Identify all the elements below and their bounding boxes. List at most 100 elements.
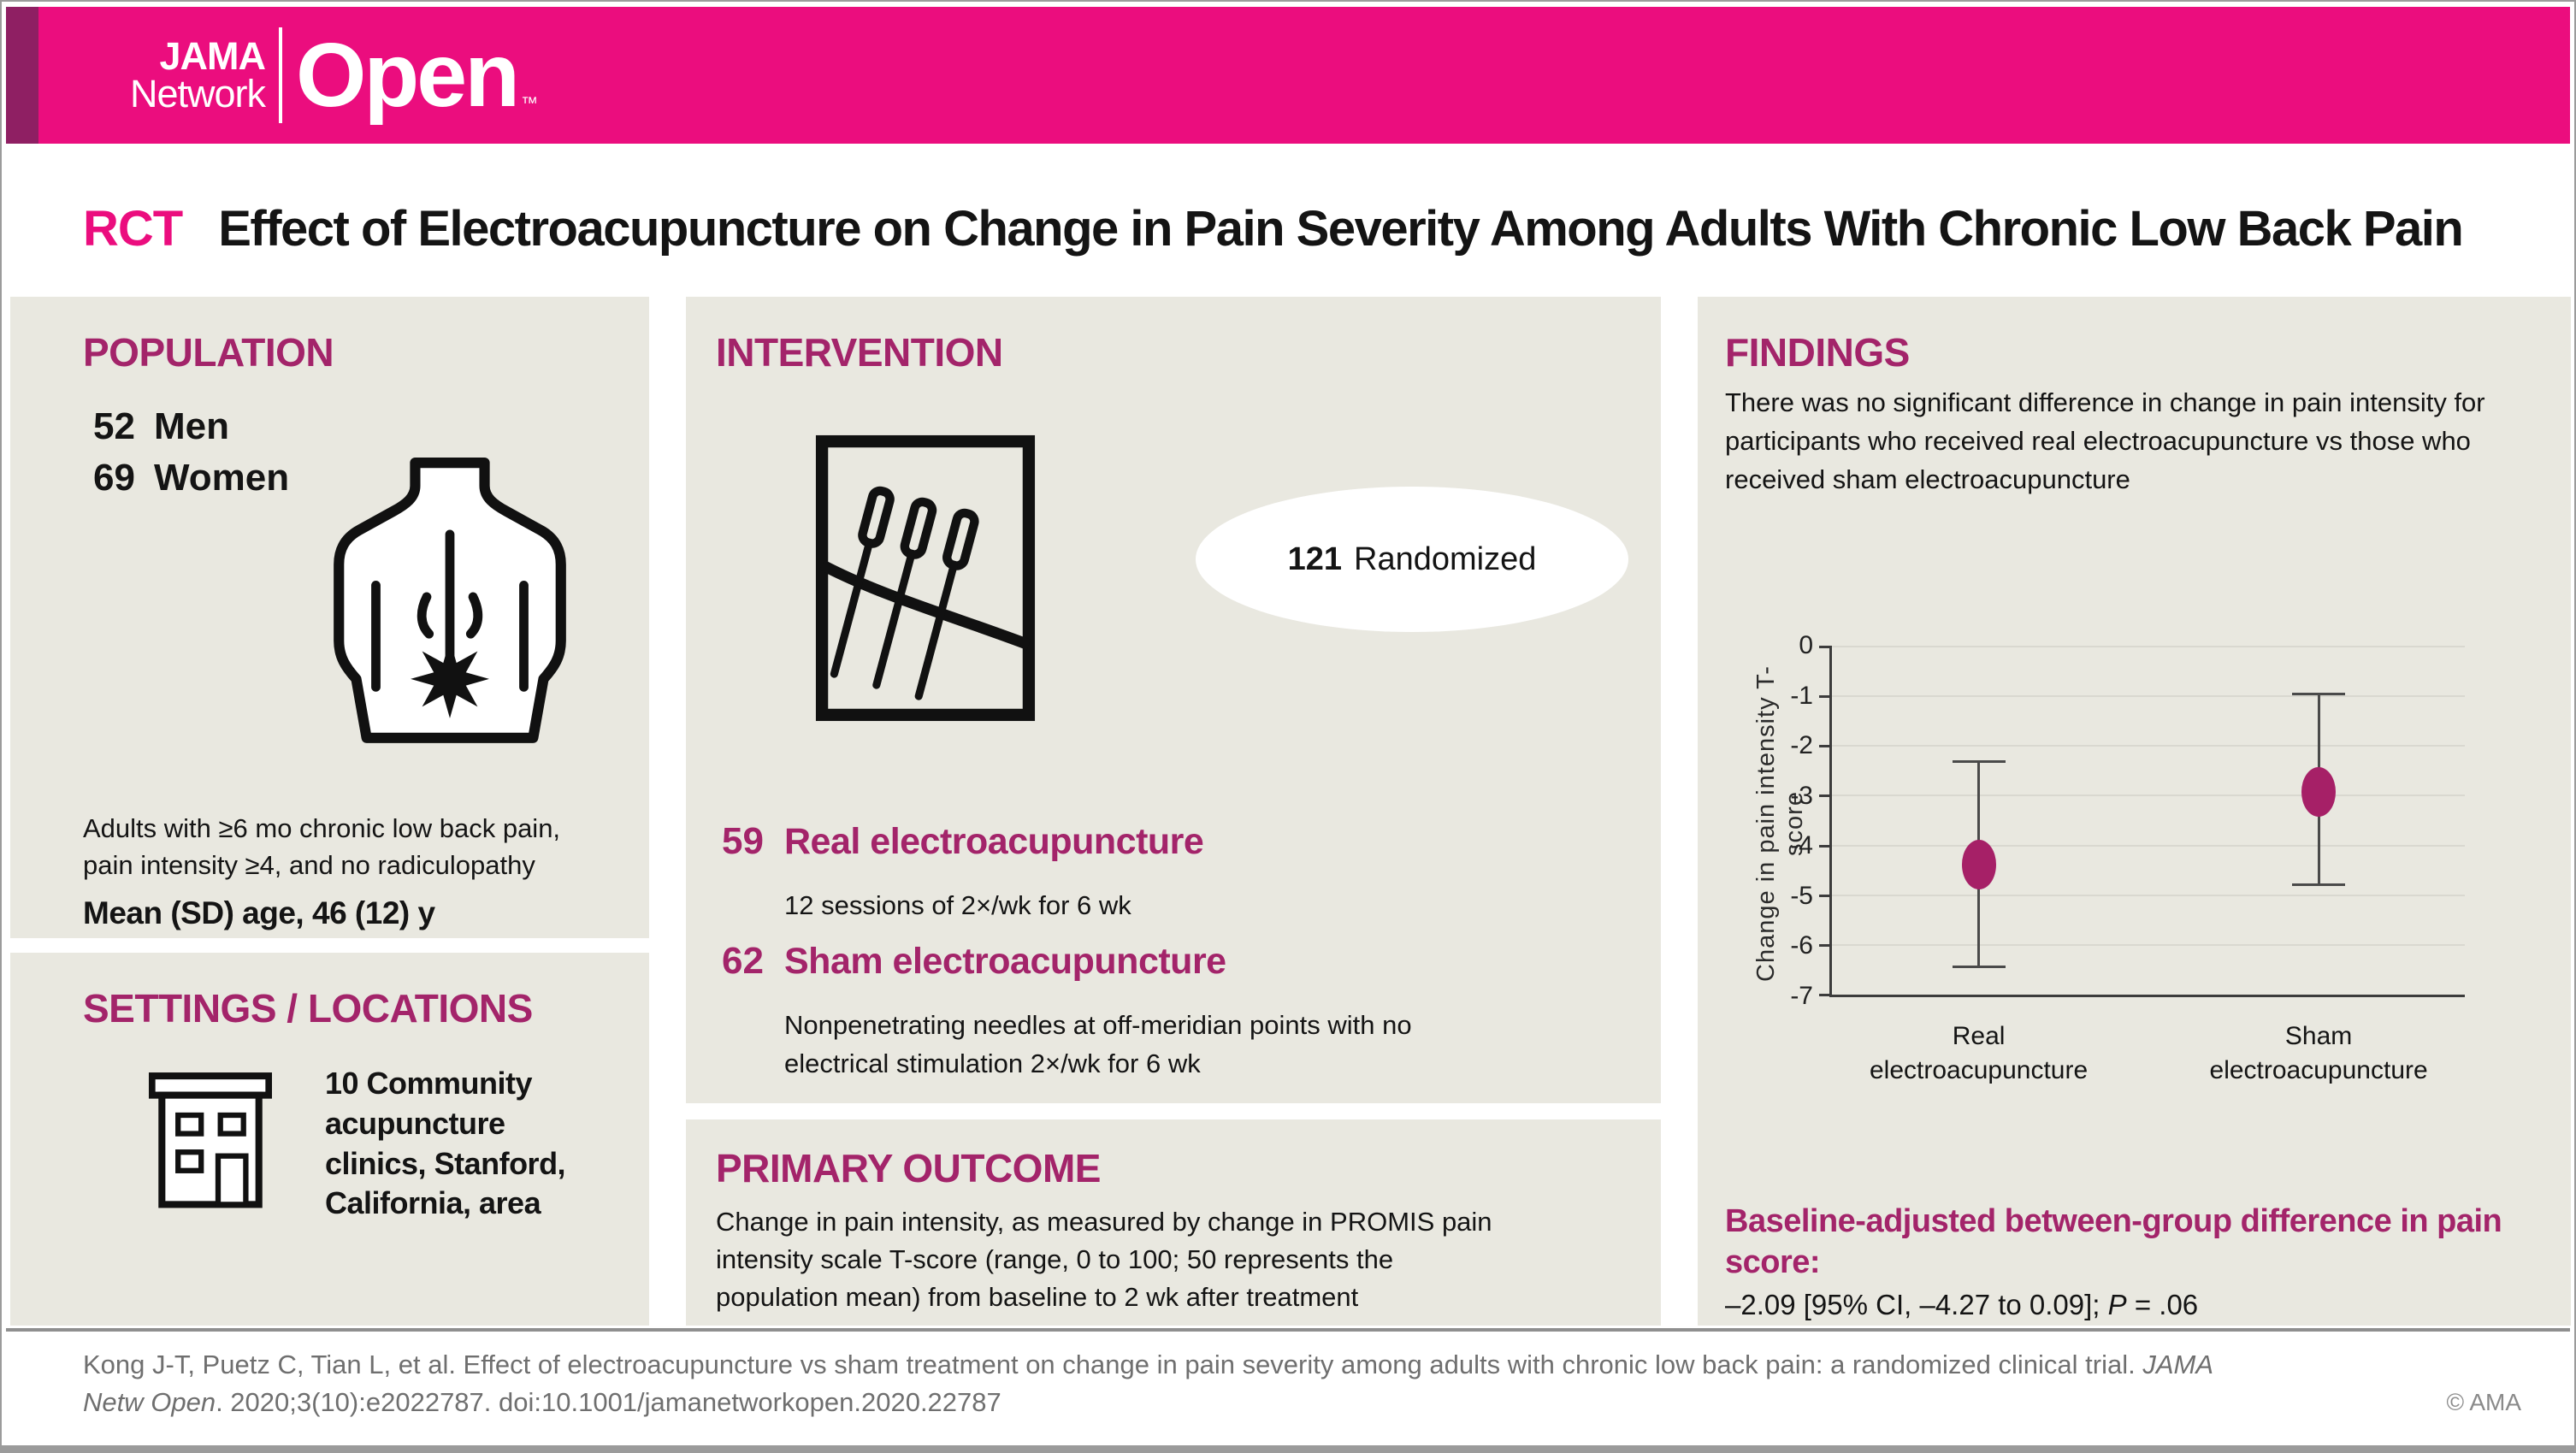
title-bar: RCT Effect of Electroacupuncture on Chan… <box>83 200 2557 257</box>
chart-gridline <box>1832 943 2465 946</box>
population-panel: POPULATION 52 Men 69 Women Adults with ≥… <box>10 297 649 938</box>
citation-text-1: Kong J-T, Puetz C, Tian L, et al. Effect… <box>83 1350 2143 1379</box>
y-tick-label: -3 <box>1790 781 1813 810</box>
x-category-line: electroacupuncture <box>1870 1055 2089 1084</box>
men-count: 52 <box>93 405 135 447</box>
y-axis-tick <box>1819 844 1832 848</box>
y-axis-tick <box>1819 745 1832 748</box>
x-category-line: Sham <box>2284 1022 2353 1050</box>
real-label: Real electroacupuncture <box>784 821 1204 862</box>
logo-network-text: Network <box>130 72 266 115</box>
p-label: P <box>2107 1289 2127 1320</box>
sham-label: Sham electroacupuncture <box>784 941 1226 982</box>
ci-cap <box>2292 883 2346 886</box>
y-axis-tick <box>1819 794 1832 798</box>
real-detail: 12 sessions of 2×/wk for 6 wk <box>784 890 1131 920</box>
settings-heading: SETTINGS / LOCATIONS <box>83 986 533 1031</box>
result-estimate: –2.09 [95% CI, –4.27 to 0.09]; <box>1725 1289 2108 1320</box>
logo-open-word: Open <box>296 24 520 126</box>
population-criteria: Adults with ≥6 mo chronic low back pain,… <box>83 813 561 881</box>
clinic-building-icon <box>149 1072 272 1208</box>
women-label: Women <box>154 457 290 499</box>
y-axis-tick <box>1819 894 1832 897</box>
randomized-label: Randomized <box>1354 540 1537 577</box>
y-tick-label: -4 <box>1790 831 1813 860</box>
randomized-count: 121 <box>1287 540 1343 577</box>
real-count: 59 <box>722 820 764 862</box>
citation-journal-1: JAMA <box>2142 1350 2214 1379</box>
y-axis-tick <box>1819 994 1832 996</box>
sham-count: 62 <box>722 940 764 982</box>
study-type-tag: RCT <box>83 201 183 257</box>
group-sham: 62 Sham electroacupuncture <box>716 940 1226 983</box>
acupuncture-needles-icon <box>815 434 1036 722</box>
primary-outcome-heading: PRIMARY OUTCOME <box>716 1146 1101 1190</box>
p-value: = .06 <box>2126 1289 2199 1320</box>
chart-gridline <box>1832 844 2465 847</box>
chart-gridline <box>1832 794 2465 797</box>
back-pain-icon <box>334 458 566 743</box>
mean-age: Mean (SD) age, 46 (12) y <box>83 895 435 930</box>
ci-cap <box>2292 693 2346 696</box>
ci-cap <box>1952 760 2006 764</box>
y-tick-label: -2 <box>1790 731 1813 760</box>
pain-star <box>411 639 489 718</box>
mean-point-marker <box>2301 766 2337 817</box>
population-stats: 52 Men 69 Women <box>86 401 289 504</box>
group-real: 59 Real electroacupuncture <box>716 820 1204 863</box>
trademark-symbol: ™ <box>520 94 538 114</box>
jama-network-open-logo: JAMA Network Open ™ <box>130 27 538 123</box>
y-tick-label: -5 <box>1790 881 1813 910</box>
y-tick-label: 0 <box>1799 631 1813 659</box>
primary-outcome-text: Change in pain intensity, as measured by… <box>716 1207 1492 1313</box>
x-category-label: Real electroacupuncture <box>1825 1019 2133 1087</box>
copyright-notice: © AMA <box>2446 1389 2521 1415</box>
y-axis-tick <box>1819 646 1832 648</box>
header-bar: JAMA Network Open ™ <box>6 7 2570 144</box>
x-category-line: Real <box>1952 1022 2006 1050</box>
chart-gridline <box>1832 894 2465 896</box>
footer-divider <box>6 1328 2570 1332</box>
chart-gridline <box>1832 646 2465 647</box>
logo-divider <box>279 27 283 123</box>
x-category-line: electroacupuncture <box>2209 1055 2428 1084</box>
x-category-label: Sham electroacupuncture <box>2165 1019 2473 1087</box>
findings-chart: Change in pain intensity T-score 0 -1 -2 -3… <box>1746 631 2499 1120</box>
population-heading: POPULATION <box>83 330 334 375</box>
y-tick-label: -1 <box>1790 681 1813 710</box>
chart-gridline <box>1832 695 2465 698</box>
y-tick-label: -7 <box>1790 982 1813 1010</box>
brand-accent-stripe <box>6 7 38 144</box>
stat-men: 52 Men <box>86 401 289 452</box>
y-axis-tick <box>1819 695 1832 699</box>
baseline-difference-heading: Baseline-adjusted between-group differen… <box>1725 1203 2502 1280</box>
men-label: Men <box>154 405 229 447</box>
y-tick-label: -6 <box>1790 931 1813 960</box>
citation-journal-2: Netw Open <box>83 1387 216 1418</box>
citation-text-2: . 2020;3(10):e2022787. doi:10.1001/jaman… <box>216 1387 1001 1418</box>
y-axis-tick <box>1819 943 1832 947</box>
settings-panel: SETTINGS / LOCATIONS 10 Community acupun… <box>10 953 649 1326</box>
women-count: 69 <box>93 457 135 499</box>
findings-heading: FINDINGS <box>1725 330 1910 375</box>
chart-plot-area <box>1819 646 2465 997</box>
stat-women: 69 Women <box>86 452 289 504</box>
sham-detail: Nonpenetrating needles at off-meridian p… <box>784 1010 1412 1078</box>
findings-summary: There was no significant difference in c… <box>1725 387 2485 494</box>
logo-jama-text: JAMA <box>159 33 267 78</box>
settings-text: 10 Community acupuncture clinics, Stanfo… <box>325 1066 566 1221</box>
citation: Kong J-T, Puetz C, Tian L, et al. Effect… <box>83 1346 2341 1421</box>
findings-panel: FINDINGS There was no significant differ… <box>1698 297 2571 1326</box>
chart-gridline <box>1832 745 2465 747</box>
logo-jama-network: JAMA Network <box>130 33 267 115</box>
primary-outcome-panel: PRIMARY OUTCOME Change in pain intensity… <box>686 1119 1661 1326</box>
page-title: Effect of Electroacupuncture on Change i… <box>218 201 2464 257</box>
baseline-difference-result: –2.09 [95% CI, –4.27 to 0.09]; P = .06 <box>1725 1289 2198 1321</box>
mean-point-marker <box>1961 839 1996 889</box>
intervention-heading: INTERVENTION <box>716 330 1003 375</box>
ci-cap <box>1952 966 2006 969</box>
intervention-panel: INTERVENTION 121 Randomized 59 Real elec… <box>686 297 1661 1103</box>
randomized-badge: 121 Randomized <box>1196 487 1628 632</box>
logo-open-text: Open ™ <box>296 24 538 126</box>
